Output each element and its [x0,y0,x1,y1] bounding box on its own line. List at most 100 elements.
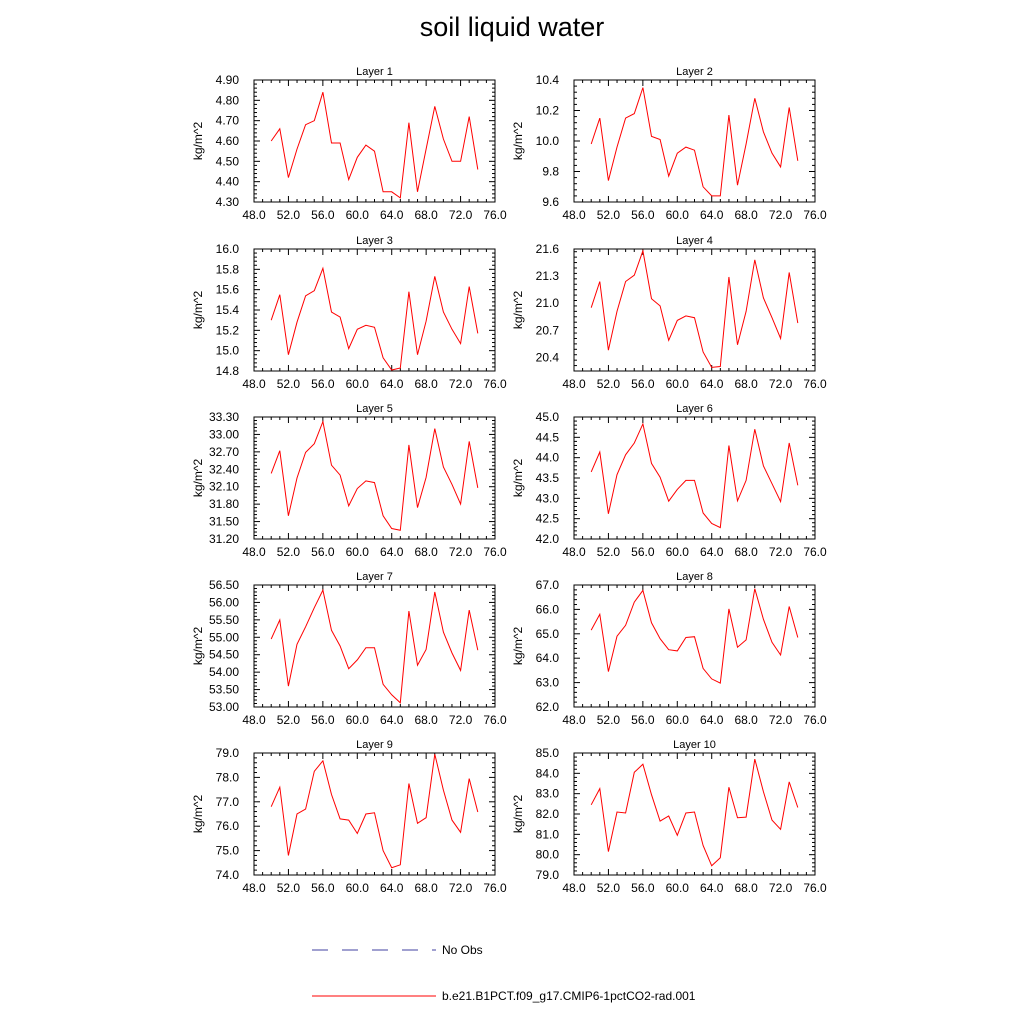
y-tick-label: 81.0 [536,827,560,841]
y-tick-label: 74.0 [216,868,240,882]
y-tick-label: 67.0 [536,578,560,592]
y-tick-label: 42.0 [536,532,560,546]
panel-title: Layer 8 [676,571,713,583]
x-tick-label: 48.0 [562,377,586,391]
x-tick-label: 68.0 [414,713,438,727]
x-tick-label: 72.0 [449,881,473,895]
x-tick-label: 56.0 [631,713,655,727]
x-tick-label: 72.0 [769,713,793,727]
plot-frame [253,248,496,372]
y-tick-label: 4.50 [216,154,240,168]
x-tick-label: 68.0 [414,208,438,222]
x-tick-label: 52.0 [597,208,621,222]
panel-title: Layer 2 [676,66,713,78]
y-axis-label: kg/m^2 [191,291,205,330]
y-tick-label: 44.5 [536,430,560,444]
x-tick-label: 68.0 [734,377,758,391]
x-tick-label: 60.0 [666,208,690,222]
y-tick-label: 79.0 [536,868,560,882]
series-line-1 [590,422,799,529]
x-tick-label: 48.0 [562,545,586,559]
y-axis-label: kg/m^2 [511,627,525,666]
x-tick-label: 48.0 [242,208,266,222]
x-tick-label: 48.0 [562,881,586,895]
y-axis-label: kg/m^2 [511,122,525,161]
y-tick-label: 10.2 [536,104,560,118]
y-axis-label: kg/m^2 [511,795,525,834]
x-tick-label: 76.0 [803,545,827,559]
y-tick-label: 20.7 [536,323,560,337]
y-tick-label: 15.6 [216,283,240,297]
x-tick-label: 72.0 [449,377,473,391]
y-tick-label: 33.00 [209,427,239,441]
y-tick-label: 75.0 [216,844,240,858]
panel-layer-4: Layer 4 48.0 52.0 56.0 60.0 64.0 68.0 72.0 76.0 2… [511,235,827,391]
x-tick-label: 64.0 [700,208,724,222]
series-line-1 [590,248,799,368]
plot-frame [573,584,816,708]
panel-title: Layer 3 [356,235,393,247]
series-line-1 [590,588,799,684]
y-axis-label: kg/m^2 [191,122,205,161]
y-tick-label: 4.70 [216,114,240,128]
y-tick-label: 45.0 [536,410,560,424]
y-tick-label: 56.00 [209,595,239,609]
x-tick-label: 72.0 [769,545,793,559]
x-tick-label: 56.0 [631,208,655,222]
x-tick-label: 72.0 [449,545,473,559]
y-tick-label: 85.0 [536,746,560,760]
y-tick-label: 4.30 [216,195,240,209]
x-tick-label: 52.0 [277,713,301,727]
y-tick-label: 78.0 [216,770,240,784]
x-tick-label: 68.0 [734,881,758,895]
plot-frame [573,248,816,372]
panel-layer-2: Layer 2 48.0 52.0 56.0 60.0 64.0 68.0 72.0 76.0 9… [511,66,827,222]
y-tick-label: 4.40 [216,175,240,189]
y-tick-label: 84.0 [536,766,560,780]
y-axis-label: kg/m^2 [511,459,525,498]
x-tick-label: 64.0 [700,545,724,559]
panel-layer-6: Layer 6 48.0 52.0 56.0 60.0 64.0 68.0 72.0 76.0 4… [511,403,827,559]
plot-frame [573,416,816,540]
x-tick-label: 52.0 [277,545,301,559]
y-tick-label: 10.0 [536,134,560,148]
legend: No Obs b.e21.B1PCT.f09_g17.CMIP6-1pctCO2-… [312,943,696,1003]
y-tick-label: 21.0 [536,296,560,310]
y-tick-label: 14.8 [216,364,240,378]
x-tick-label: 60.0 [346,377,370,391]
x-tick-label: 72.0 [769,208,793,222]
y-tick-label: 31.80 [209,497,239,511]
panel-layer-9: Layer 9 48.0 52.0 56.0 60.0 64.0 68.0 72.0 76.0 7… [191,739,507,895]
x-tick-label: 48.0 [242,545,266,559]
y-tick-label: 9.8 [542,165,559,179]
y-tick-label: 20.4 [536,350,560,364]
legend-label-2: b.e21.B1PCT.f09_g17.CMIP6-1pctCO2-rad.00… [442,989,696,1003]
x-tick-label: 60.0 [346,208,370,222]
x-tick-label: 64.0 [700,377,724,391]
x-tick-label: 68.0 [414,377,438,391]
x-tick-label: 48.0 [242,881,266,895]
x-tick-label: 52.0 [277,208,301,222]
x-tick-label: 56.0 [311,881,335,895]
y-tick-label: 65.0 [536,627,560,641]
y-tick-label: 77.0 [216,795,240,809]
y-tick-label: 32.70 [209,445,239,459]
series-line-1 [270,266,479,371]
series-line-1 [590,758,799,867]
y-tick-label: 16.0 [216,242,240,256]
plot-frame [253,79,496,203]
y-tick-label: 21.3 [536,269,560,283]
y-tick-label: 15.8 [216,262,240,276]
y-tick-label: 43.5 [536,471,560,485]
x-tick-label: 76.0 [803,881,827,895]
y-tick-label: 79.0 [216,746,240,760]
y-tick-label: 32.10 [209,480,239,494]
x-tick-label: 56.0 [311,713,335,727]
plot-frame [253,584,496,708]
x-tick-label: 60.0 [346,713,370,727]
panel-title: Layer 10 [673,739,716,751]
x-tick-label: 60.0 [666,545,690,559]
panel-title: Layer 7 [356,571,393,583]
x-tick-label: 76.0 [483,881,507,895]
